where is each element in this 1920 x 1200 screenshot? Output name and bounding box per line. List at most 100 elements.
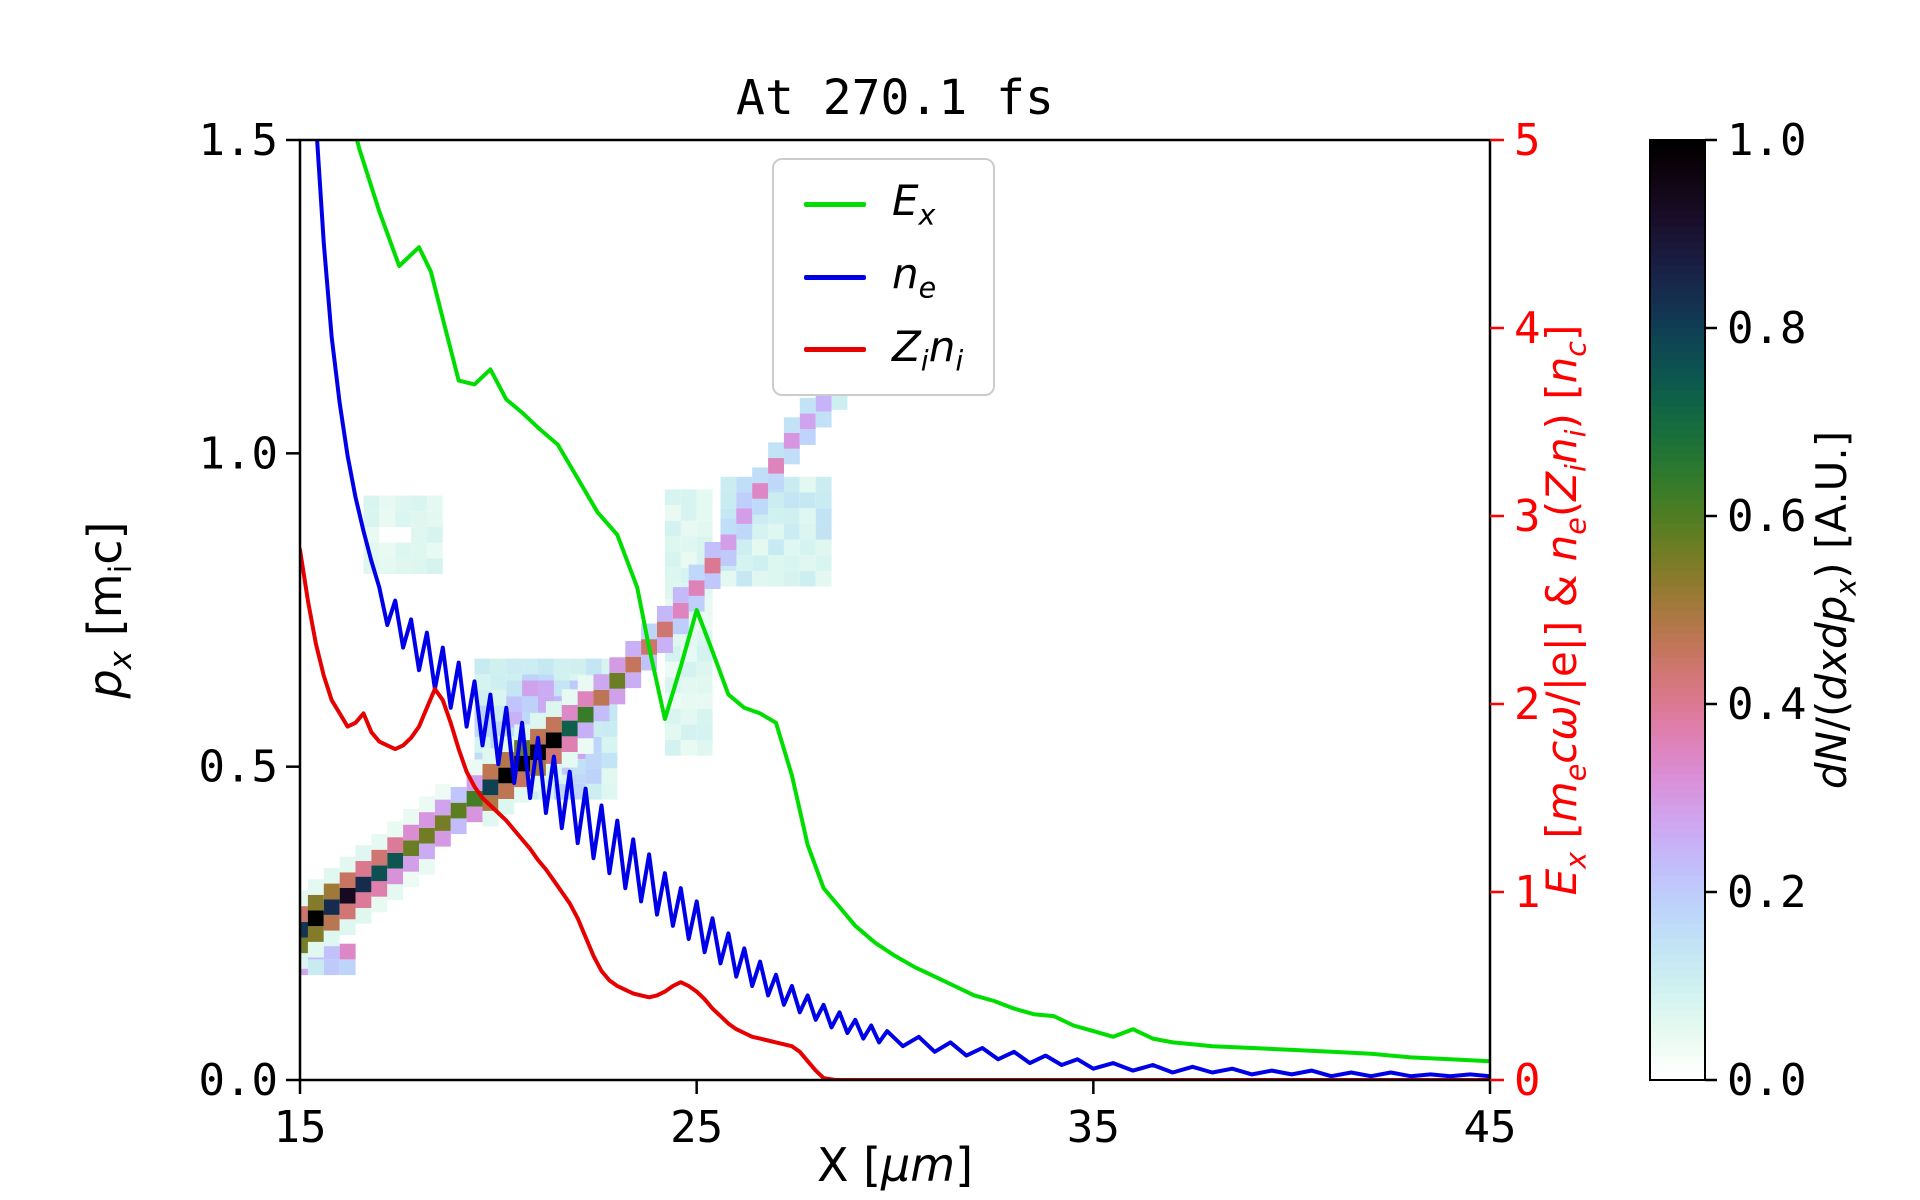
heatmap-cell — [736, 492, 753, 509]
colorbar-strip — [1650, 461, 1705, 471]
heatmap-cell — [434, 799, 451, 816]
colorbar-strip — [1650, 923, 1705, 933]
y-left-tick-label: 1.5 — [199, 115, 278, 166]
heatmap-cell — [387, 821, 404, 838]
heatmap-cell — [768, 492, 784, 509]
heatmap-cell — [672, 618, 689, 635]
label-run: [A.U.] — [1807, 430, 1856, 563]
colorbar-strip — [1650, 476, 1705, 486]
x-tick-label: 45 — [1464, 1102, 1517, 1153]
heatmap-cell — [752, 498, 769, 515]
colorbar-strip — [1650, 429, 1705, 439]
heatmap-cell — [577, 691, 594, 707]
heatmap-cell — [720, 534, 737, 551]
heatmap-cell — [657, 621, 673, 638]
colorbar: 0.0 0.2 0.4 0.6 0.8 1.0 — [1649, 115, 1806, 1106]
colorbar-strip — [1650, 704, 1705, 714]
legend-line-sample-ne — [804, 274, 866, 280]
heatmap-cell — [395, 511, 412, 527]
heatmap-cell — [474, 658, 491, 675]
heatmap-cell — [680, 661, 697, 678]
colorbar-strip — [1650, 931, 1705, 941]
colorbar-strip — [1650, 829, 1705, 839]
label-run: [ — [1537, 822, 1586, 852]
colorbar-strip — [1650, 657, 1705, 667]
heatmap-cell — [411, 558, 427, 574]
heatmap-cell — [736, 476, 753, 493]
colorbar-strip — [1650, 367, 1705, 377]
colorbar-strip — [1650, 868, 1705, 878]
colorbar-strip — [1650, 664, 1705, 674]
colorbar-strip — [1650, 257, 1705, 267]
y-left-tick-label: 0.5 — [199, 742, 278, 793]
heatmap-cell — [664, 724, 681, 741]
heatmap-cell — [387, 852, 404, 869]
label-run: dxdp — [1807, 595, 1856, 701]
colorbar-strip — [1650, 390, 1705, 400]
heatmap-cell — [538, 680, 554, 697]
heatmap-cell — [561, 704, 578, 721]
heatmap-cell — [339, 919, 356, 935]
label-run: n — [1537, 356, 1586, 384]
heatmap-cell — [522, 696, 538, 712]
colorbar-strip — [1650, 422, 1705, 432]
colorbar-strip — [1650, 375, 1705, 385]
colorbar-strip — [1650, 351, 1705, 361]
heatmap-cell — [482, 810, 499, 827]
heatmap-cell — [403, 824, 419, 841]
label-run: m — [1537, 781, 1586, 823]
colorbar-strip — [1650, 790, 1705, 800]
legend-label-Zini: Zini — [892, 321, 964, 377]
heatmap-cell — [371, 834, 388, 850]
colorbar-strip — [1650, 876, 1705, 886]
heatmap-cell — [664, 740, 681, 756]
label-run: i — [955, 342, 964, 377]
heatmap-cell — [815, 570, 832, 587]
colorbar-strip — [1650, 296, 1705, 306]
heatmap-cell — [355, 908, 372, 924]
heatmap-cell — [530, 713, 546, 729]
heatmap-cell — [355, 876, 372, 893]
heatmap-cell — [736, 570, 753, 587]
colorbar-strip — [1650, 1040, 1705, 1050]
label-run: n — [928, 321, 956, 371]
heatmap-cell — [783, 417, 800, 433]
heatmap-layer — [300, 327, 880, 976]
colorbar-strip — [1650, 406, 1705, 416]
colorbar-strip — [1650, 492, 1705, 502]
label-run: ) — [1807, 562, 1856, 579]
heatmap-cell — [601, 783, 618, 800]
heatmap-cell — [395, 558, 412, 574]
label-run: x — [1558, 851, 1593, 869]
heatmap-cell — [696, 677, 713, 694]
heatmap-cell — [482, 763, 499, 780]
label-run: E — [892, 176, 919, 225]
heatmap-cell — [815, 411, 832, 428]
y-right-tick-label: 5 — [1514, 115, 1541, 166]
label-run: cω — [1537, 705, 1586, 764]
colorbar-strip — [1650, 907, 1705, 917]
heatmap-cell — [601, 721, 618, 737]
heatmap-cell — [577, 722, 594, 739]
label-run: /|e|] & — [1537, 561, 1586, 706]
heatmap-cell — [514, 787, 531, 803]
heatmap-cell — [664, 505, 681, 521]
heatmap-cell — [752, 555, 769, 571]
colorbar-strip — [1650, 743, 1705, 753]
heatmap-cell — [752, 483, 769, 499]
colorbar-strip — [1650, 539, 1705, 549]
heatmap-cell — [593, 689, 610, 706]
label-run: x — [103, 650, 140, 670]
colorbar-strip — [1650, 328, 1705, 338]
label-run: /( — [1807, 700, 1856, 732]
colorbar-strip — [1650, 1009, 1705, 1019]
colorbar-strip — [1650, 249, 1705, 259]
heatmap-cell — [625, 656, 642, 673]
colorbar-strip — [1650, 281, 1705, 291]
heatmap-cell — [466, 806, 483, 823]
heatmap-cell — [371, 849, 388, 866]
colorbar-strip — [1650, 1072, 1705, 1082]
heatmap-cell — [538, 658, 554, 675]
heatmap-cell — [609, 657, 626, 673]
